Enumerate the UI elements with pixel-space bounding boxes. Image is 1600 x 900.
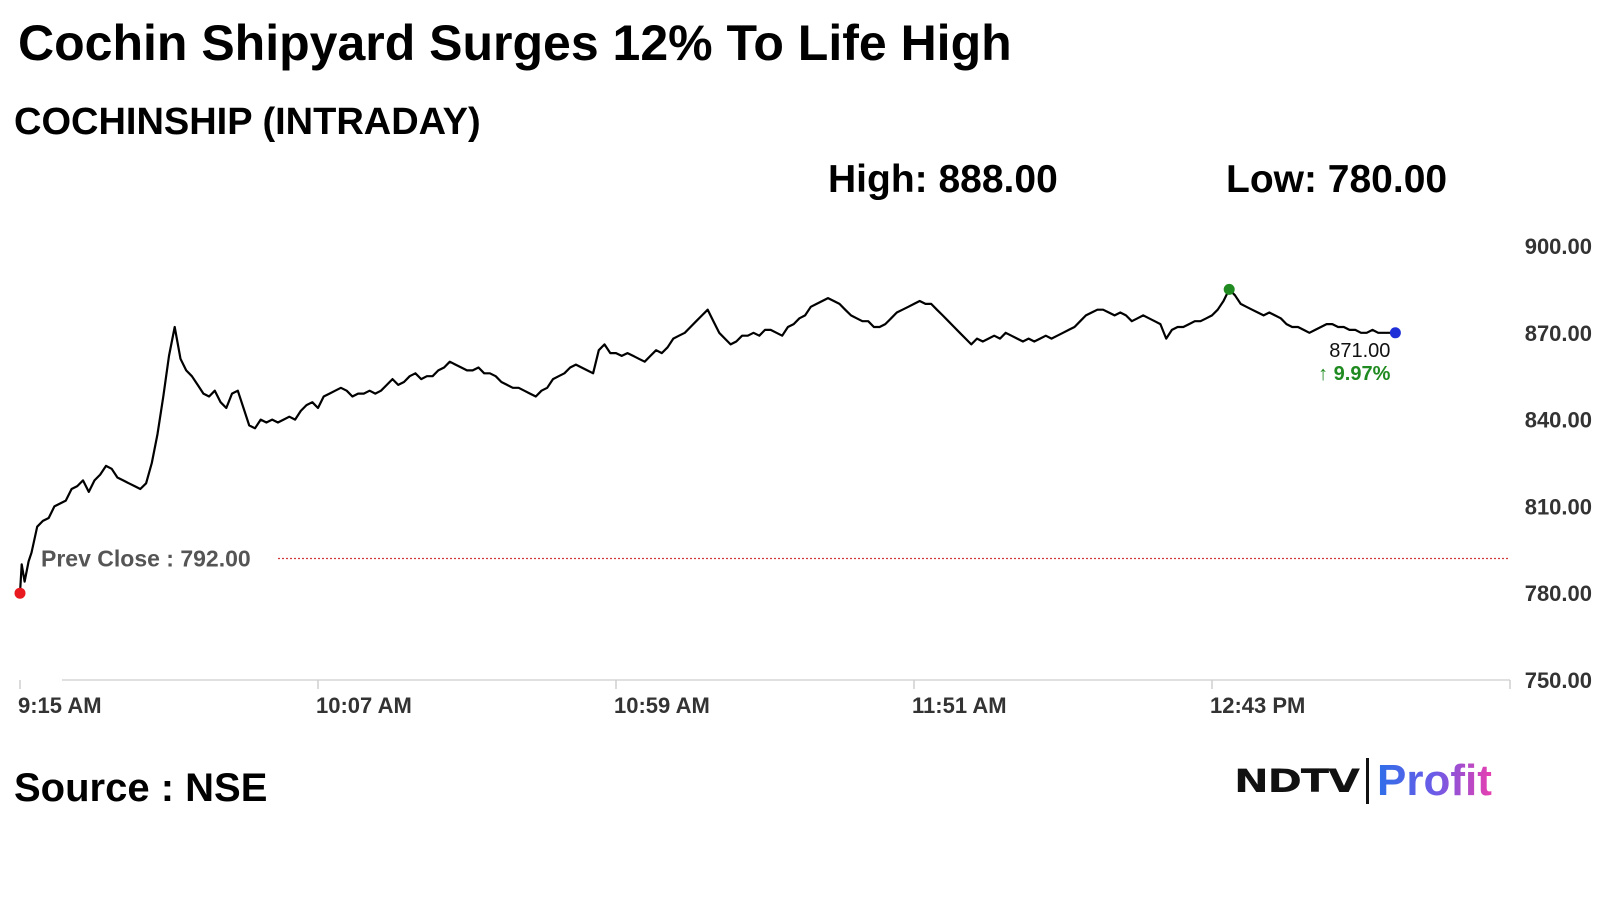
- y-tick-label: 900.00: [1525, 234, 1592, 259]
- high-marker: [1223, 283, 1235, 295]
- x-tick-label: 11:51 AM: [912, 693, 1007, 718]
- x-tick-label: 10:59 AM: [614, 693, 710, 718]
- logo-ndtv-text: NDTV: [1234, 762, 1360, 800]
- y-tick-label: 810.00: [1525, 494, 1592, 519]
- chart-subtitle: COCHINSHIP (INTRADAY): [14, 101, 481, 143]
- low-marker: [14, 587, 26, 599]
- price-line: [18, 288, 1396, 594]
- chart-axes: 9:15 AM 10:07 AM 10:59 AM 11:51 AM 12:43 PM 7…: [18, 234, 1592, 718]
- ndtv-profit-logo: NDTV Profit: [1234, 755, 1492, 807]
- chart-plot: Prev Close : 792.00 871.00↑ 9.97%: [14, 283, 1510, 599]
- prev-close-label: Prev Close : 792.00: [41, 545, 251, 571]
- logo-separator: [1366, 758, 1369, 804]
- x-tick-label: 12:43 PM: [1210, 693, 1305, 718]
- last-price-label: 871.00: [1329, 340, 1390, 362]
- page-title: Cochin Shipyard Surges 12% To Life High: [18, 15, 1012, 71]
- y-tick-label: 750.00: [1525, 668, 1592, 693]
- last-marker: [1389, 327, 1401, 339]
- high-stat: High: 888.00: [828, 158, 1058, 201]
- source-label: Source : NSE: [14, 766, 268, 810]
- logo-profit-text: Profit: [1377, 756, 1492, 805]
- y-tick-label: 870.00: [1525, 321, 1592, 346]
- y-tick-label: 840.00: [1525, 408, 1592, 433]
- x-tick-label: 10:07 AM: [316, 693, 412, 718]
- x-tick-label: 9:15 AM: [18, 693, 102, 718]
- y-tick-label: 780.00: [1525, 581, 1592, 606]
- low-stat: Low: 780.00: [1226, 158, 1448, 201]
- change-percent-label: ↑ 9.97%: [1318, 363, 1390, 385]
